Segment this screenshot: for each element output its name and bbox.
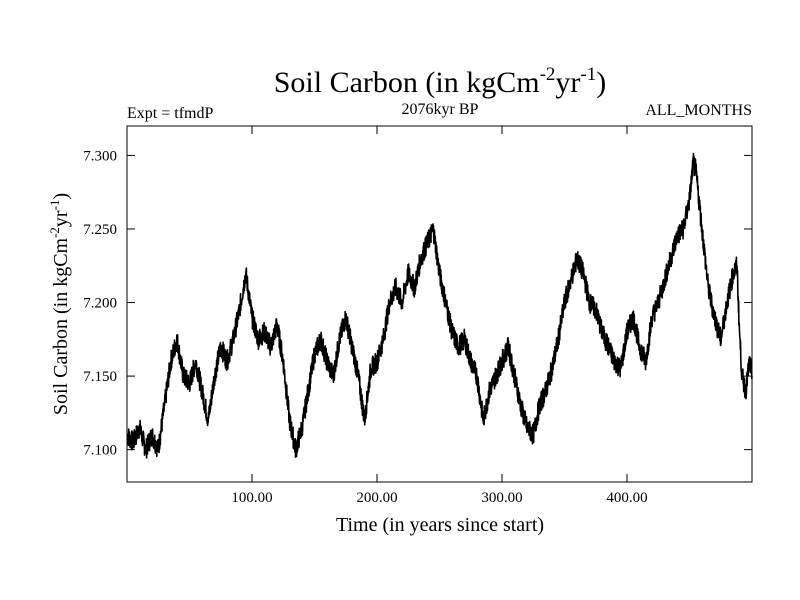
y-axis-label-end: ) (50, 193, 72, 200)
y-axis-label-sup2: -1 (47, 200, 62, 211)
y-axis-ticks: 7.100 7.150 7.200 7.250 7.300 (83, 148, 752, 459)
y-tick-label: 7.300 (83, 148, 117, 164)
months-label: ALL_MONTHS (645, 102, 752, 119)
y-axis-label-sup1: -2 (47, 227, 62, 238)
chart-title-base: Soil Carbon (in kgCm (274, 66, 540, 99)
y-axis-label-base: Soil Carbon (in kgCm (50, 237, 72, 415)
chart-title-sup1: -2 (540, 64, 556, 85)
x-tick-label: 400.00 (606, 490, 647, 506)
chart-title-sup2: -1 (580, 64, 596, 85)
y-tick-label: 7.150 (83, 369, 117, 385)
y-axis-label-mid: yr (50, 210, 72, 227)
chart-title-mid: yr (555, 66, 580, 99)
y-tick-label: 7.100 (83, 443, 117, 459)
experiment-label: Expt = tfmdP (127, 105, 213, 122)
chart-title: Soil Carbon (in kgCm-2yr-1) (274, 64, 607, 99)
series-group (126, 152, 753, 459)
x-axis-label: Time (in years since start) (336, 514, 544, 536)
series-line-soil-carbon (126, 152, 753, 459)
y-tick-label: 7.200 (83, 296, 117, 312)
y-axis-label: Soil Carbon (in kgCm-2yr-1) (47, 193, 72, 415)
x-tick-label: 300.00 (481, 490, 522, 506)
x-tick-label: 200.00 (356, 490, 397, 506)
x-axis-ticks: 100.00 200.00 300.00 400.00 (231, 126, 648, 506)
y-tick-label: 7.250 (83, 222, 117, 238)
plot-frame (126, 125, 753, 483)
period-label: 2076kyr BP (402, 101, 479, 118)
chart-title-end: ) (596, 66, 606, 99)
x-tick-label: 100.00 (231, 490, 272, 506)
